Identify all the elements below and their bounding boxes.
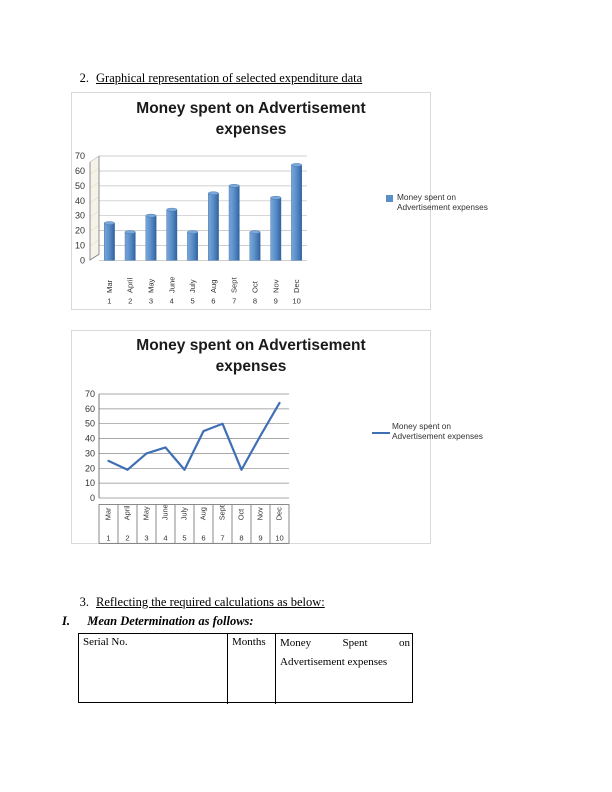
svg-text:Aug: Aug xyxy=(199,507,208,520)
svg-text:July: July xyxy=(188,279,197,293)
svg-text:0: 0 xyxy=(80,255,85,265)
svg-text:60: 60 xyxy=(85,404,95,414)
svg-text:Nov: Nov xyxy=(271,279,280,293)
svg-text:Dec: Dec xyxy=(292,279,301,293)
svg-text:10: 10 xyxy=(292,297,300,306)
svg-text:April: April xyxy=(126,277,135,293)
svg-text:50: 50 xyxy=(85,419,95,429)
svg-text:40: 40 xyxy=(85,434,95,444)
svg-text:2: 2 xyxy=(128,297,132,306)
svg-text:June: June xyxy=(167,277,176,293)
svg-text:Mar: Mar xyxy=(105,279,114,293)
svg-text:May: May xyxy=(142,506,151,520)
svg-text:0: 0 xyxy=(90,493,95,503)
svg-text:1: 1 xyxy=(107,297,111,306)
svg-text:Oct: Oct xyxy=(237,509,246,521)
svg-text:Oct: Oct xyxy=(251,280,260,293)
svg-text:May: May xyxy=(147,278,156,293)
svg-text:6: 6 xyxy=(211,297,215,306)
svg-text:30: 30 xyxy=(75,211,85,221)
svg-text:3: 3 xyxy=(149,297,153,306)
svg-text:10: 10 xyxy=(275,533,283,542)
svg-text:50: 50 xyxy=(75,181,85,191)
svg-text:20: 20 xyxy=(75,226,85,236)
svg-text:8: 8 xyxy=(253,297,257,306)
svg-text:6: 6 xyxy=(201,533,205,542)
svg-text:Mar: Mar xyxy=(104,507,113,520)
svg-text:Sept: Sept xyxy=(218,505,227,520)
svg-text:40: 40 xyxy=(75,196,85,206)
svg-text:4: 4 xyxy=(170,297,174,306)
svg-text:10: 10 xyxy=(85,478,95,488)
svg-text:Aug: Aug xyxy=(209,279,218,293)
svg-text:Dec: Dec xyxy=(275,507,284,520)
svg-text:4: 4 xyxy=(163,533,167,542)
svg-text:70: 70 xyxy=(85,389,95,399)
svg-text:7: 7 xyxy=(220,533,224,542)
svg-text:1: 1 xyxy=(106,533,110,542)
svg-text:2: 2 xyxy=(125,533,129,542)
svg-text:9: 9 xyxy=(274,297,278,306)
svg-text:April: April xyxy=(123,505,132,520)
svg-text:60: 60 xyxy=(75,166,85,176)
svg-text:5: 5 xyxy=(190,297,194,306)
svg-text:7: 7 xyxy=(232,297,236,306)
svg-text:30: 30 xyxy=(85,448,95,458)
svg-text:July: July xyxy=(180,507,189,520)
svg-text:9: 9 xyxy=(258,533,262,542)
svg-text:20: 20 xyxy=(85,463,95,473)
svg-text:5: 5 xyxy=(182,533,186,542)
svg-text:3: 3 xyxy=(144,533,148,542)
svg-text:10: 10 xyxy=(75,241,85,251)
svg-text:June: June xyxy=(161,504,170,520)
svg-text:70: 70 xyxy=(75,151,85,161)
svg-text:Nov: Nov xyxy=(256,507,265,520)
svg-text:8: 8 xyxy=(239,533,243,542)
svg-text:Sept: Sept xyxy=(230,276,239,293)
